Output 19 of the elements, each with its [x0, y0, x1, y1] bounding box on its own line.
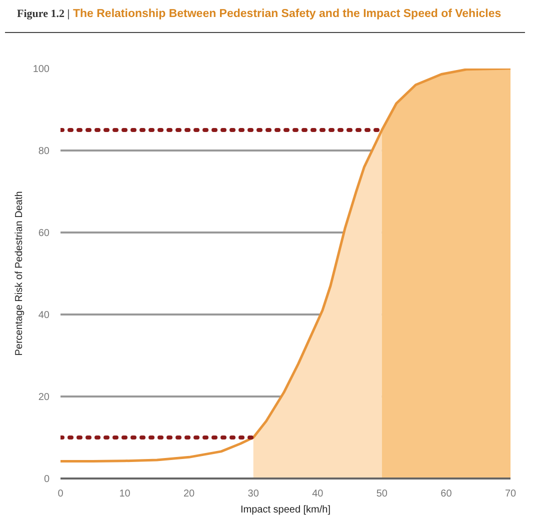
y-tick-label: 100 [32, 64, 50, 75]
x-tick-label: 50 [376, 488, 388, 500]
x-tick-label: 10 [119, 488, 131, 500]
y-tick-label: 60 [38, 228, 50, 239]
line-series [60, 68, 510, 463]
y-tick-label: 20 [38, 392, 50, 403]
x-axis-title: Impact speed [km/h] [240, 504, 331, 516]
x-tick-label: 30 [248, 488, 260, 500]
x-tick-label: 70 [504, 488, 516, 500]
caption: Figure 1.2 | [17, 8, 70, 20]
x-tick-label: 40 [312, 488, 324, 500]
x-tick-label: 20 [184, 488, 196, 500]
x-tick-label: 0 [58, 488, 64, 500]
y-tick-label: 40 [38, 310, 50, 321]
x-tick-label: 60 [440, 488, 452, 500]
y-tick-label: 80 [38, 146, 50, 157]
y-tick-label: 0 [44, 474, 50, 485]
chart-title: The Relationship Between Pedestrian Safety and the Impact Speed of Vehicles [72, 8, 502, 20]
y-axis-title: Percentage Risk of Pedestrian Death [14, 191, 25, 356]
